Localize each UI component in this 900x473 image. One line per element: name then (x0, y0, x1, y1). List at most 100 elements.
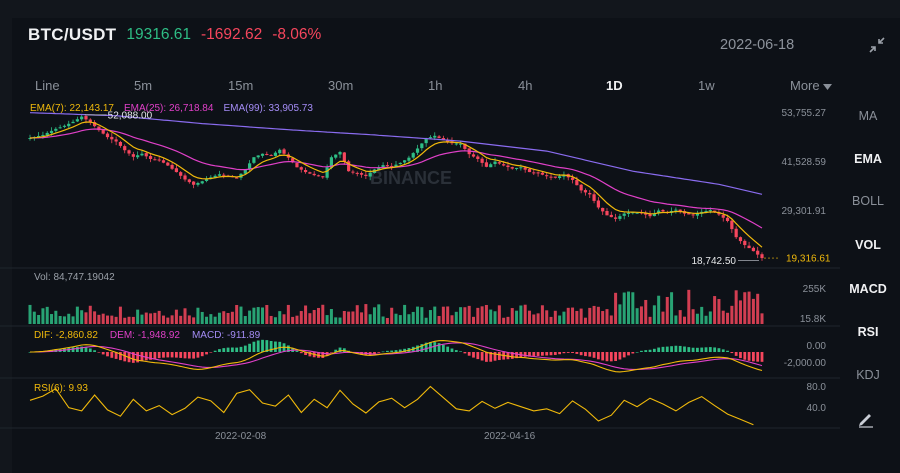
pencil-draw-icon[interactable] (857, 410, 875, 428)
volume-bar (428, 310, 432, 324)
candle-body (657, 210, 661, 214)
candle-body (527, 169, 532, 173)
macd-histogram-bar (631, 352, 635, 354)
indicator-ema[interactable]: EMA (854, 152, 882, 166)
macd-histogram-bar (678, 345, 682, 352)
macd-histogram-bar (579, 352, 583, 356)
indicator-kdj[interactable]: KDJ (856, 368, 880, 382)
candle-body (407, 157, 411, 161)
tab-4h[interactable]: 4h (518, 78, 533, 93)
indicator-vol[interactable]: VOL (855, 238, 881, 252)
macd-histogram-bar (652, 348, 656, 352)
candle-body (41, 134, 45, 136)
volume-bar (213, 316, 217, 324)
volume-bar (273, 317, 277, 324)
macd-histogram-bar (175, 352, 178, 358)
candle-body (243, 169, 247, 174)
volume-bar (635, 308, 639, 324)
tab-1h[interactable]: 1h (428, 78, 443, 93)
price-change: -1692.62 (201, 26, 263, 43)
tab-more[interactable]: More (790, 78, 833, 93)
volume-bar (192, 317, 196, 324)
tab-15m[interactable]: 15m (228, 78, 254, 93)
volume-bar (493, 311, 497, 324)
macd-histogram-bar (437, 343, 441, 352)
volume-bar (157, 310, 161, 324)
indicator-rsi[interactable]: RSI (857, 325, 879, 339)
tab-1d[interactable]: 1D (606, 78, 623, 93)
candle-body (614, 217, 618, 219)
volume-bar (243, 316, 247, 324)
candle-body (403, 160, 407, 163)
candle-body (545, 175, 549, 177)
volume-bar (441, 306, 445, 324)
tab-5m[interactable]: 5m (134, 78, 153, 93)
volume-bar (372, 307, 376, 324)
volume-bar (351, 311, 355, 324)
candle-body (558, 176, 562, 179)
candle-body (179, 172, 183, 176)
macd-histogram-bar (75, 347, 79, 352)
macd-histogram-bar (644, 350, 648, 352)
candle-body (644, 212, 648, 215)
candle-body (196, 183, 200, 185)
macd-histogram-bar (338, 347, 342, 352)
caret-down-icon (823, 83, 833, 90)
volume-bar (631, 292, 635, 324)
candle-body (385, 165, 389, 167)
macd-histogram-bar (256, 340, 260, 352)
candle-body (704, 210, 708, 212)
macd-histogram-bar (510, 352, 514, 359)
volume-bar (489, 309, 493, 324)
indicator-ma[interactable]: MA (858, 109, 878, 123)
macd-histogram-bar (243, 345, 247, 352)
candle-body (519, 167, 523, 169)
macd-histogram-bar (532, 352, 536, 357)
macd-histogram-bar (635, 351, 639, 353)
shrink-arrows-icon[interactable] (868, 36, 886, 54)
macd-histogram-bar (747, 352, 751, 361)
last-price-tag: 19,316.61 (786, 254, 831, 265)
volume-axis-bottom: 15.8K (799, 314, 826, 325)
volume-bar (368, 314, 372, 324)
volume-bar (308, 313, 312, 324)
volume-bar (131, 316, 135, 324)
volume-bar (592, 305, 596, 324)
volume-bar (480, 306, 484, 324)
macd-histogram-bar (704, 347, 708, 352)
macd-histogram-bar (110, 352, 114, 358)
candle-body (626, 212, 631, 214)
volume-bar (743, 292, 747, 324)
macd-histogram-bar (756, 352, 760, 362)
macd-histogram-bar (179, 352, 183, 358)
trading-pair[interactable]: BTC/USDT (28, 25, 117, 44)
candle-body (553, 176, 557, 178)
volume-bar (575, 310, 579, 324)
volume-bar (446, 306, 450, 324)
tab-1w[interactable]: 1w (698, 78, 715, 93)
macd-histogram-bar (515, 352, 518, 359)
volume-bar (209, 314, 213, 324)
candle-body (497, 162, 501, 164)
candle-body (743, 240, 747, 246)
volume-bar (403, 304, 407, 324)
tab-line[interactable]: Line (35, 78, 60, 93)
volume-bar (644, 299, 648, 324)
macd-histogram-bar (657, 347, 661, 352)
macd-histogram-bar (295, 350, 299, 352)
candle-body (652, 213, 656, 217)
macd-histogram-bar (618, 352, 622, 360)
volume-bar (75, 306, 79, 324)
volume-bar (670, 292, 674, 324)
macd-histogram-bar (252, 341, 256, 352)
price-axis-top: 53,755.27 (781, 108, 827, 119)
indicator-macd[interactable]: MACD (849, 282, 887, 296)
candle-body (536, 172, 540, 174)
tab-30m[interactable]: 30m (328, 78, 354, 93)
macd-histogram-bar (674, 345, 678, 352)
volume-bar (433, 306, 437, 324)
macd-histogram-bar (84, 347, 88, 352)
indicator-boll[interactable]: BOLL (852, 194, 884, 208)
macd-histogram-bar (131, 352, 135, 363)
